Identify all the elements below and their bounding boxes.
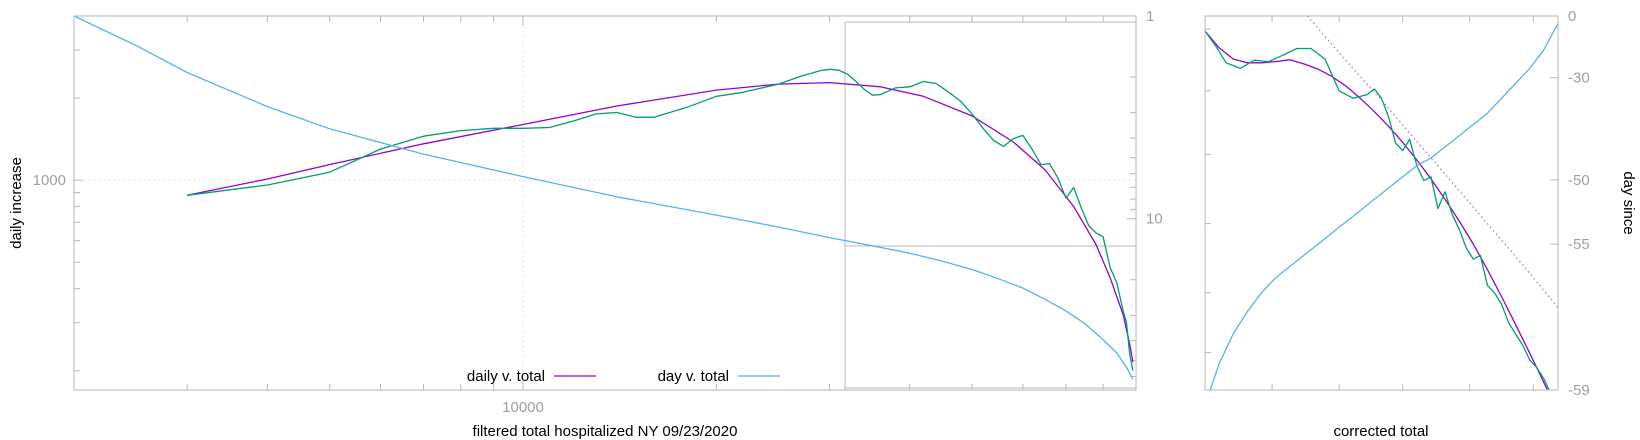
series-raw-daily-line: [187, 68, 1134, 371]
left-series: [74, 16, 1134, 380]
left-y-axis-label: daily increase: [8, 157, 25, 249]
right-plot-frame: [1204, 15, 1559, 391]
right-raw-line: [1205, 30, 1550, 390]
right-fit-line: [1205, 30, 1549, 390]
left-gridlines: [74, 16, 1136, 390]
left-plot-frame: [73, 15, 1137, 391]
right-ticks: 0 -30 -50 -55 -59: [1205, 8, 1590, 399]
right-day-line: [1209, 23, 1558, 390]
right-y-tick-label: -50: [1568, 172, 1590, 189]
right-y-tick-label: 0: [1568, 8, 1576, 25]
legend: daily v. total day v. total: [467, 368, 780, 385]
left-x-tick-label: 10000: [502, 399, 544, 416]
left-chart: 10000 1000 1 10 filtered total hospitalized…: [8, 8, 1163, 440]
right-chart: 0 -30 -50 -55 -59 corrected total day since: [1204, 8, 1637, 440]
left-inset-frame: [844, 21, 1136, 390]
right-y-tick-label: -30: [1568, 70, 1590, 87]
right-trend-dotted-line: [1306, 16, 1558, 309]
left-y-tick-label: 1000: [33, 172, 66, 189]
left-ticks: 10000 1000 1 10: [33, 8, 1163, 416]
right-y-tick-label: -59: [1568, 382, 1590, 399]
right-series: [1205, 16, 1558, 390]
left-y2-tick-label: 10: [1146, 211, 1163, 228]
right-x-axis-label: corrected total: [1333, 423, 1428, 440]
right-y-tick-label: -55: [1568, 236, 1590, 253]
left-x-axis-label: filtered total hospitalized NY 09/23/202…: [473, 423, 738, 440]
series-daily-v-total-line: [186, 81, 1134, 363]
legend-label-day-v-total: day v. total: [658, 368, 729, 385]
left-y2-tick-label: 1: [1146, 8, 1154, 25]
right-y-axis-label: day since: [1620, 171, 1637, 234]
series-day-v-total-line: [74, 16, 1134, 380]
legend-label-daily-v-total: daily v. total: [467, 368, 545, 385]
